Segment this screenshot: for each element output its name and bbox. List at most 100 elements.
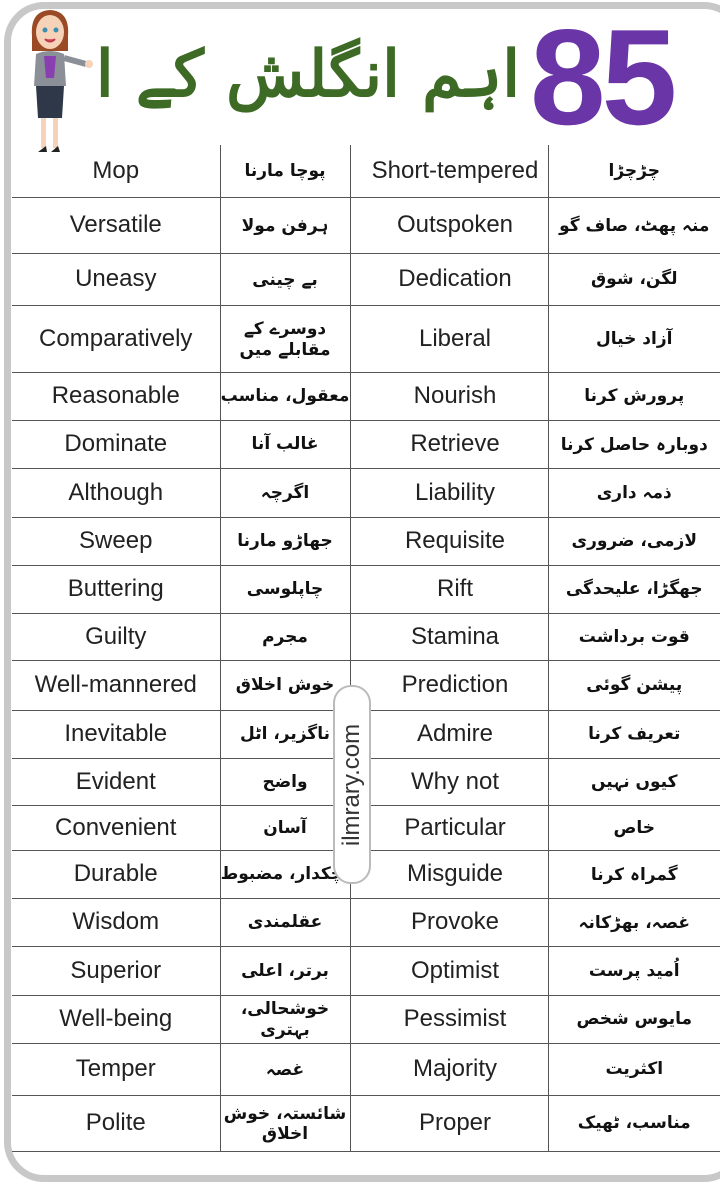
table-row: Inevitable ناگزیر، اٹل Admire تعریف کرنا [12,709,720,759]
urdu-meaning: پوچا مارنا [219,145,351,198]
english-word: Wisdom [12,897,221,947]
english-word: Prediction [349,659,549,711]
english-word: Dominate [12,419,221,469]
table-row: Polite شائستہ، خوش اخلاق Proper مناسب، ٹھیک [12,1094,720,1152]
urdu-meaning: آزاد خیال [547,304,720,373]
table-row: Uneasy بے چینی Dedication لگن، شوق [12,252,720,306]
table-row: Evident واضح Why not کیوں نہیں [12,757,720,806]
urdu-meaning: منہ پھٹ، صاف گو [547,196,720,254]
teacher-illustration [31,10,93,152]
english-word: Outspoken [349,196,549,254]
urdu-meaning: غصہ [219,1042,351,1096]
urdu-meaning: جھاڑو مارنا [219,516,351,566]
vocabulary-table: Mop پوچا مارنا Short-tempered چڑچڑا Versatil… [12,145,720,1152]
urdu-meaning: ہرفن مولا [219,196,351,254]
table-row: Well-being خوشحالی، بہتری Pessimist مایوس ش… [12,994,720,1044]
english-word: Rift [349,564,549,614]
table-row: Well-mannered خوش اخلاق Prediction پیشن گوئ… [12,659,720,711]
table-row: Reasonable معقول، مناسب Nourish پرورش کرنا [12,371,720,421]
english-word: Guilty [12,612,221,661]
urdu-meaning: اُمید پرست [547,945,720,996]
watermark-text: ilmrary.com [338,723,365,846]
urdu-meaning: بے چینی [219,252,351,306]
urdu-meaning: مایوس شخص [547,994,720,1044]
english-word: Retrieve [349,419,549,469]
english-word: Pessimist [349,994,549,1044]
english-word: Admire [349,709,549,759]
english-word: Comparatively [12,304,221,373]
english-word: Liability [349,467,549,518]
table-row: Although اگرچہ Liability ذمہ داری [12,467,720,518]
urdu-meaning: پرورش کرنا [547,371,720,421]
english-word: Dedication [349,252,549,306]
english-word: Evident [12,757,221,806]
urdu-meaning: لازمی، ضروری [547,516,720,566]
english-word: Provoke [349,897,549,947]
urdu-meaning: لگن، شوق [547,252,720,306]
table-row: Dominate غالب آنا Retrieve دوبارہ حاصل کرنا [12,419,720,469]
english-word: Liberal [349,304,549,373]
english-word: Optimist [349,945,549,996]
watermark: ilmrary.com [333,685,371,884]
urdu-meaning: تعریف کرنا [547,709,720,759]
urdu-meaning: چڑچڑا [547,145,720,198]
english-word: Why not [349,757,549,806]
english-word: Temper [12,1042,221,1096]
urdu-meaning: مناسب، ٹھیک [547,1094,720,1152]
urdu-meaning: کیوں نہیں [547,757,720,806]
urdu-meaning: خوشحالی، بہتری [219,994,351,1044]
english-word: Although [12,467,221,518]
urdu-meaning: ذمہ داری [547,467,720,518]
urdu-meaning: دوبارہ حاصل کرنا [547,419,720,469]
urdu-meaning: ناگزیر، اٹل [219,709,351,759]
urdu-meaning: غالب آنا [219,419,351,469]
urdu-meaning: لچکدار، مضبوط [219,849,351,899]
urdu-meaning: خوش اخلاق [219,659,351,711]
table-row: Buttering چاپلوسی Rift جھگڑا، علیحدگی [12,564,720,614]
urdu-meaning: اگرچہ [219,467,351,518]
english-word: Nourish [349,371,549,421]
english-word: Requisite [349,516,549,566]
english-word: Convenient [12,804,221,851]
english-word: Well-mannered [12,659,221,711]
table-row: Temper غصہ Majority اکثریت [12,1042,720,1096]
english-word: Superior [12,945,221,996]
urdu-meaning: عقلمندی [219,897,351,947]
header: اہم انگلش کے الفاظ 85 [0,0,720,152]
urdu-meaning: خاص [547,804,720,851]
urdu-meaning: چاپلوسی [219,564,351,614]
urdu-meaning: دوسرے کے مقابلے میں [219,304,351,373]
urdu-meaning: معقول، مناسب [219,371,351,421]
table-row: Convenient آسان Particular خاص [12,804,720,851]
table-row: Comparatively دوسرے کے مقابلے میں Liberal آ… [12,304,720,373]
english-word: Misguide [349,849,549,899]
urdu-meaning: جھگڑا، علیحدگی [547,564,720,614]
urdu-meaning: غصہ، بھڑکانہ [547,897,720,947]
word-count: 85 [530,1,677,153]
english-word: Well-being [12,994,221,1044]
english-word: Stamina [349,612,549,661]
urdu-meaning: گمراہ کرنا [547,849,720,899]
table-row: Wisdom عقلمندی Provoke غصہ، بھڑکانہ [12,897,720,947]
table-row: Mop پوچا مارنا Short-tempered چڑچڑا [12,145,720,198]
table-row: Guilty مجرم Stamina قوت برداشت [12,612,720,661]
english-word: Uneasy [12,252,221,306]
english-word: Durable [12,849,221,899]
table-row: Superior برتر، اعلی Optimist اُمید پرست [12,945,720,996]
urdu-meaning: اکثریت [547,1042,720,1096]
urdu-meaning: مجرم [219,612,351,661]
english-word: Inevitable [12,709,221,759]
english-word: Short-tempered [349,145,549,198]
title-urdu: اہم انگلش کے الفاظ [95,37,520,112]
urdu-meaning: واضح [219,757,351,806]
english-word: Buttering [12,564,221,614]
english-word: Proper [349,1094,549,1152]
urdu-meaning: برتر، اعلی [219,945,351,996]
english-word: Mop [12,145,221,198]
urdu-meaning: قوت برداشت [547,612,720,661]
english-word: Polite [12,1094,221,1152]
english-word: Reasonable [12,371,221,421]
english-word: Versatile [12,196,221,254]
urdu-meaning: شائستہ، خوش اخلاق [219,1094,351,1152]
english-word: Majority [349,1042,549,1096]
